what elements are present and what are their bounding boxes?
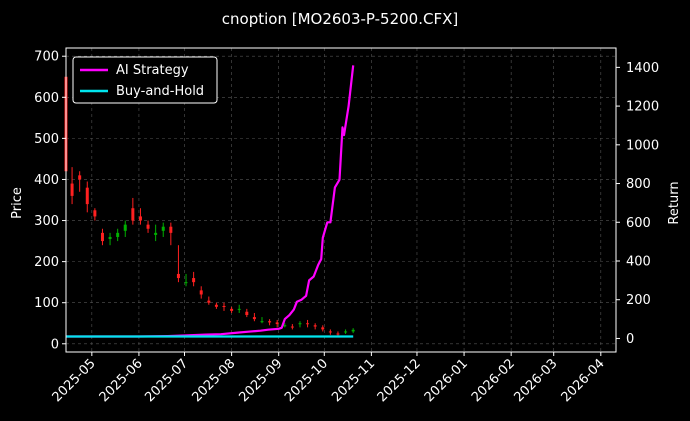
candle-body bbox=[199, 290, 203, 295]
y-tick-label: 700 bbox=[34, 50, 59, 65]
y2-tick-label: 1400 bbox=[626, 61, 659, 76]
y-tick-label: 200 bbox=[34, 255, 59, 270]
y-tick-label: 400 bbox=[34, 173, 59, 188]
series-line-layer bbox=[66, 65, 355, 338]
y2-tick-label: 1200 bbox=[626, 100, 659, 115]
legend-label-ai-strategy: AI Strategy bbox=[116, 63, 189, 78]
y-tick-label: 300 bbox=[34, 214, 59, 229]
candle-body bbox=[123, 224, 127, 231]
x-tick-label: 2025-11 bbox=[329, 356, 378, 405]
y2-axis-label: Return bbox=[667, 181, 682, 224]
y2-tick-label: 600 bbox=[626, 216, 651, 231]
x-tick-label: 2025-10 bbox=[282, 356, 331, 405]
candle-body bbox=[328, 331, 332, 333]
candle-body bbox=[176, 273, 180, 279]
candle-body bbox=[214, 304, 218, 307]
grid-layer bbox=[66, 48, 616, 352]
x-tick-label: 2025-09 bbox=[237, 356, 286, 405]
candle-body bbox=[237, 308, 241, 310]
candle-body bbox=[275, 322, 279, 325]
candle-body bbox=[268, 321, 272, 323]
y-tick-label: 600 bbox=[34, 91, 59, 106]
candle-body bbox=[298, 323, 302, 325]
candle-body bbox=[100, 232, 104, 242]
x-tick-label: 2025-07 bbox=[142, 356, 191, 405]
y-tick-label: 100 bbox=[34, 296, 59, 311]
x-tick-label: 2026-01 bbox=[422, 356, 471, 405]
candle-body bbox=[169, 226, 173, 233]
candle-body bbox=[85, 187, 89, 205]
legend: AI Strategy Buy-and-Hold bbox=[72, 56, 218, 104]
y2-tick-label: 1000 bbox=[626, 138, 659, 153]
x-tick-label: 2025-06 bbox=[97, 356, 146, 405]
candle-body bbox=[138, 216, 142, 221]
candle-body bbox=[321, 327, 325, 330]
candle-body bbox=[70, 183, 74, 196]
candle-body bbox=[222, 305, 226, 307]
candle-body bbox=[306, 323, 310, 325]
x-tick-label: 2026-03 bbox=[512, 356, 561, 405]
candle-body bbox=[290, 326, 294, 328]
candle-body bbox=[283, 325, 287, 327]
candle-body bbox=[207, 300, 211, 303]
candle-body bbox=[336, 333, 340, 335]
y-axis-label: Price bbox=[10, 187, 25, 219]
legend-box bbox=[72, 56, 218, 104]
x-tick-label: 2025-05 bbox=[50, 356, 99, 405]
candle-body bbox=[230, 308, 234, 311]
y2-tick-label: 400 bbox=[626, 254, 651, 269]
plot-frame bbox=[65, 47, 617, 353]
x-tick-label: 2025-08 bbox=[189, 356, 238, 405]
legend-label-buy-and-hold: Buy-and-Hold bbox=[116, 84, 204, 99]
candle-body bbox=[93, 210, 97, 217]
y-tick-label: 500 bbox=[34, 132, 59, 147]
candle-body bbox=[252, 317, 256, 320]
candle-body bbox=[344, 331, 348, 333]
candle-body bbox=[116, 232, 120, 237]
y2-tick-label: 800 bbox=[626, 177, 651, 192]
y-tick-label: 0 bbox=[51, 337, 59, 352]
x-tick-label: 2025-12 bbox=[375, 356, 424, 405]
candle-body bbox=[154, 232, 158, 235]
ai-strategy-line bbox=[66, 65, 355, 338]
chart-title: cnoption [MO2603-P-5200.CFX] bbox=[222, 10, 458, 28]
candle-body bbox=[78, 175, 82, 180]
candle-body bbox=[313, 325, 317, 327]
x-tick-label: 2026-04 bbox=[559, 356, 608, 405]
candle-body bbox=[131, 208, 135, 221]
candle-body bbox=[351, 329, 355, 332]
candle-body bbox=[108, 236, 112, 240]
candle-body bbox=[192, 278, 196, 283]
candle-body bbox=[146, 224, 150, 229]
y2-tick-label: 200 bbox=[626, 293, 651, 308]
candle-body bbox=[260, 321, 264, 323]
candle-body bbox=[184, 282, 188, 284]
candle-body bbox=[245, 311, 249, 316]
candle-body bbox=[161, 226, 165, 231]
x-tick-label: 2026-02 bbox=[469, 356, 518, 405]
y2-tick-label: 0 bbox=[626, 332, 634, 347]
